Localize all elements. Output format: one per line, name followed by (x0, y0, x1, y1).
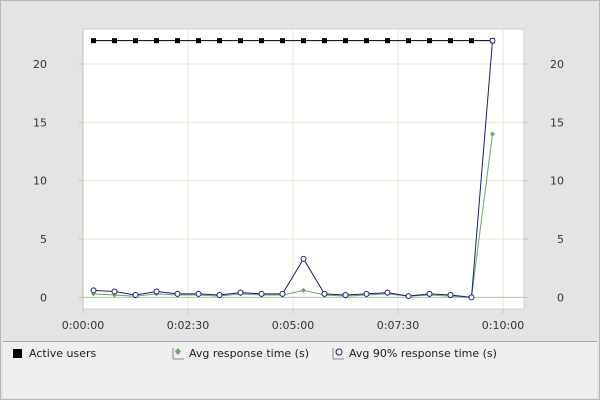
data-point (490, 131, 495, 137)
data-point (174, 290, 181, 297)
series-2 (90, 37, 496, 301)
data-point (258, 290, 265, 297)
filled-square-marker-icon (13, 349, 22, 358)
chart-canvas: 0 5 10 15 20 0 5 10 15 20 0:00:00 0:02:30 0:05:00 0:0… (33, 28, 564, 332)
open-circle-marker-icon (332, 348, 344, 360)
left-axis-tick-label: 0 (40, 291, 47, 304)
legend-label: Avg response time (s) (189, 347, 309, 360)
series-layer (90, 37, 496, 301)
legend-label: Active users (29, 347, 97, 360)
data-point (343, 38, 348, 44)
data-point (447, 292, 454, 298)
data-point (132, 292, 139, 298)
data-point (154, 38, 159, 44)
data-point (196, 38, 201, 44)
x-axis-tick-label: 0:00:00 (62, 319, 104, 332)
data-point (301, 287, 306, 293)
data-point (280, 38, 285, 44)
data-point (238, 38, 243, 44)
data-point (216, 292, 223, 298)
right-axis-tick-label: 10 (550, 175, 564, 188)
data-point (237, 289, 244, 296)
data-point (321, 290, 328, 297)
x-axis-tick-label: 0:02:30 (167, 319, 209, 332)
series-line (93, 40, 493, 298)
axis-layer: 0 5 10 15 20 0 5 10 15 20 0:00:00 0:02:30 0:05:00 0:0… (33, 29, 564, 332)
data-point (468, 294, 475, 301)
x-axis-tick-label: 0:05:00 (272, 319, 314, 332)
right-axis-tick-label: 0 (557, 291, 564, 304)
data-point (111, 288, 118, 295)
diamond-marker-icon (172, 348, 184, 360)
left-axis-tick-label: 20 (33, 58, 47, 71)
data-point (364, 38, 369, 44)
x-axis-tick-label: 0:07:30 (377, 319, 419, 332)
data-point (153, 288, 160, 295)
data-point (405, 293, 412, 300)
right-axis-tick-label: 15 (550, 116, 564, 129)
plot-area (82, 28, 525, 310)
right-axis-tick-label: 5 (557, 233, 564, 246)
data-point (217, 38, 222, 44)
data-point (448, 38, 453, 44)
series-line (93, 133, 493, 298)
data-point (279, 290, 286, 297)
data-point (301, 38, 306, 44)
series-0 (91, 38, 495, 44)
data-point (91, 38, 96, 44)
left-axis-tick-label: 10 (33, 175, 47, 188)
data-point (133, 38, 138, 44)
data-point (322, 38, 327, 44)
data-point (406, 38, 411, 44)
data-point (259, 38, 264, 44)
data-point (427, 38, 432, 44)
data-point (489, 37, 496, 44)
data-point (385, 38, 390, 44)
data-point (426, 290, 433, 297)
data-point (384, 289, 391, 296)
legend-label: Avg 90% response time (s) (349, 347, 497, 360)
data-point (112, 38, 117, 44)
data-point (469, 38, 474, 44)
x-axis-tick-label: 0:10:00 (482, 319, 524, 332)
left-axis-tick-label: 15 (33, 116, 47, 129)
right-axis-tick-label: 20 (550, 58, 564, 71)
left-axis-tick-label: 5 (40, 233, 47, 246)
data-point (342, 292, 349, 298)
data-point (175, 38, 180, 44)
data-point (90, 287, 97, 294)
legend: Active users Avg response time (s) Avg 9… (3, 341, 597, 398)
data-point (363, 290, 370, 297)
data-point (195, 290, 202, 297)
data-point (300, 255, 307, 262)
